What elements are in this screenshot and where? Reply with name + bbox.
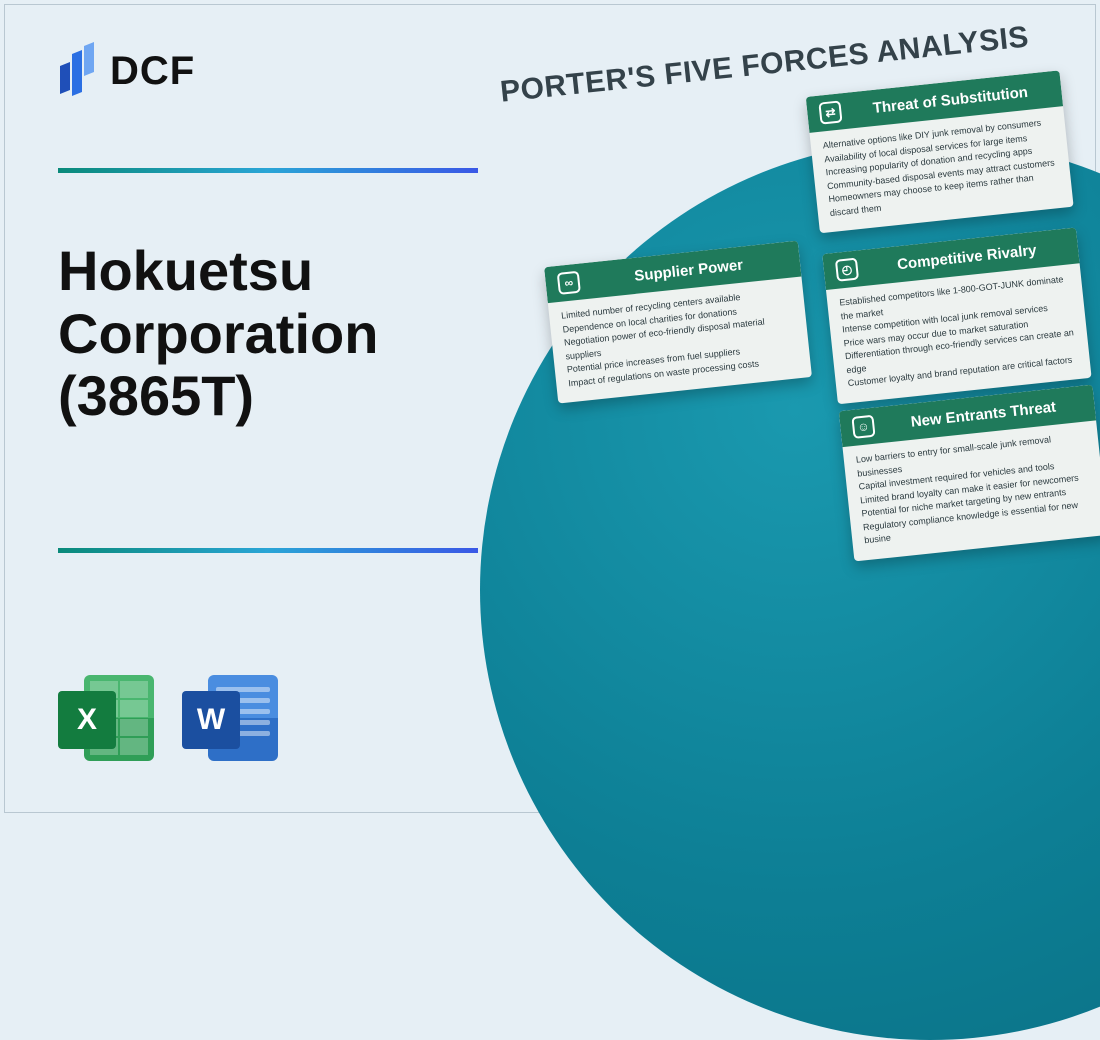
excel-letter: X bbox=[58, 691, 116, 749]
card-rivalry: ◴ Competitive Rivalry Established compet… bbox=[822, 227, 1091, 403]
divider-bottom bbox=[58, 548, 478, 553]
page-title: Hokuetsu Corporation (3865T) bbox=[58, 240, 378, 428]
card-substitution: ⇄ Threat of Substitution Alternative opt… bbox=[806, 70, 1074, 233]
divider-top bbox=[58, 168, 478, 173]
title-line: Corporation bbox=[58, 303, 378, 366]
word-letter: W bbox=[182, 691, 240, 749]
forces-cards: ⇄ Threat of Substitution Alternative opt… bbox=[522, 68, 1100, 683]
brand-logo: DCF bbox=[60, 44, 195, 98]
link-icon: ∞ bbox=[557, 271, 581, 295]
title-line: Hokuetsu bbox=[58, 240, 378, 303]
swap-icon: ⇄ bbox=[818, 100, 842, 124]
brand-name: DCF bbox=[110, 49, 195, 94]
word-icon: W bbox=[182, 675, 278, 771]
file-icons: X W bbox=[58, 675, 278, 771]
card-supplier: ∞ Supplier Power Limited number of recyc… bbox=[544, 241, 812, 404]
excel-icon: X bbox=[58, 675, 154, 771]
title-line: (3865T) bbox=[58, 365, 378, 428]
card-new-entrants: ☺ New Entrants Threat Low barriers to en… bbox=[839, 385, 1100, 561]
person-icon: ☺ bbox=[851, 415, 875, 439]
brand-logo-mark bbox=[60, 44, 100, 98]
clock-icon: ◴ bbox=[835, 258, 859, 282]
